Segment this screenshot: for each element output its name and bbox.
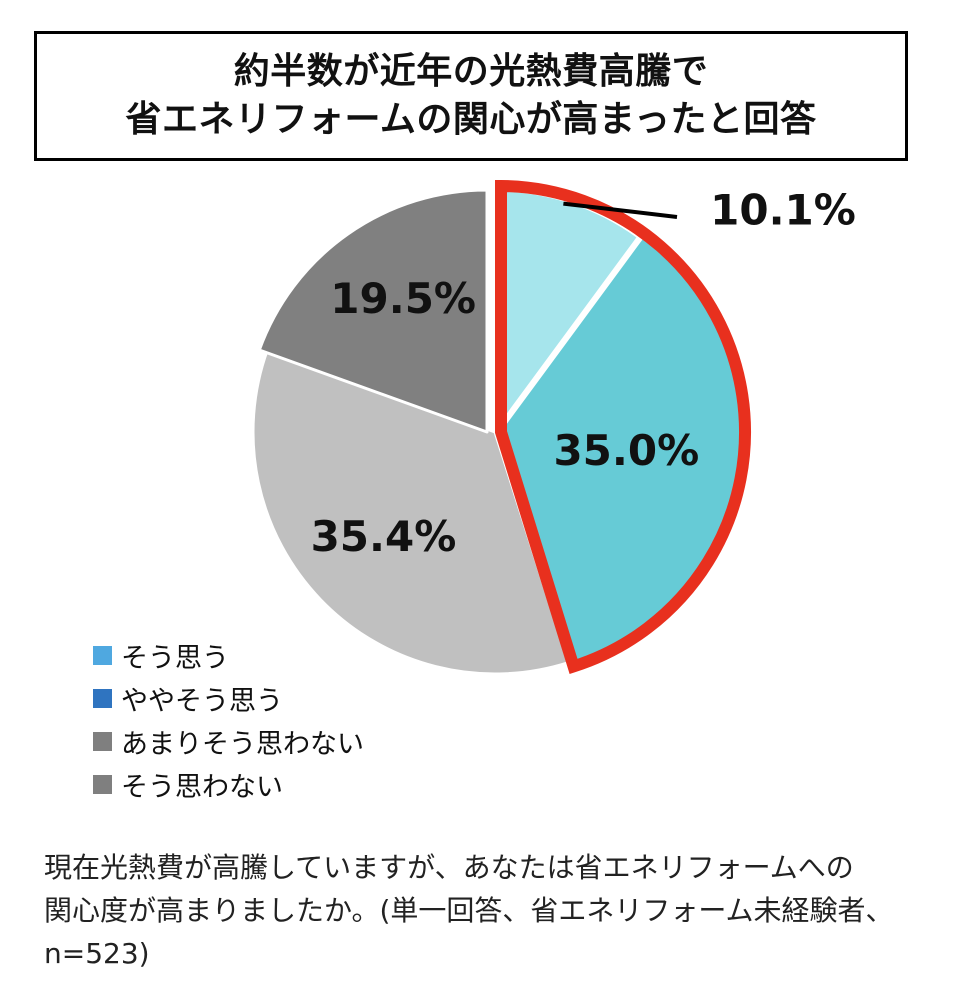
legend-item-somewhat-disagree: あまりそう思わない — [93, 720, 364, 763]
legend-item-disagree: そう思わない — [93, 763, 364, 806]
legend-swatch — [93, 775, 112, 794]
data-label-disagree: 19.5% — [330, 274, 476, 323]
footnote-line-1: 現在光熱費が高騰していますが、あなたは省エネリフォームへの — [44, 851, 854, 884]
footnote-line-3: n=523) — [44, 937, 150, 970]
data-label-strongly-agree: 10.1% — [710, 186, 856, 235]
legend-label: そう思わない — [121, 772, 283, 803]
survey-footnote: 現在光熱費が高騰していますが、あなたは省エネリフォームへの 関心度が高まりました… — [44, 846, 944, 975]
legend-item-strongly-agree: そう思う — [93, 634, 364, 677]
legend-label: そう思う — [121, 643, 229, 674]
data-label-somewhat-disagree: 35.4% — [311, 512, 457, 561]
legend-swatch — [93, 732, 112, 751]
legend: そう思う ややそう思う あまりそう思わない そう思わない — [93, 634, 364, 806]
legend-label: ややそう思う — [121, 686, 283, 717]
legend-label: あまりそう思わない — [121, 729, 364, 760]
chart-title-line-1: 約半数が近年の光熱費高騰で — [233, 51, 709, 92]
legend-swatch — [93, 689, 112, 708]
chart-title-line-2: 省エネリフォームの関心が高まったと回答 — [125, 99, 817, 140]
leader-line — [563, 201, 678, 219]
footnote-line-2: 関心度が高まりましたか。(単一回答、省エネリフォーム未経験者、 — [44, 894, 894, 927]
legend-item-somewhat-agree: ややそう思う — [93, 677, 364, 720]
pie-slice-somewhat-disagree — [251, 348, 570, 676]
data-label-somewhat-agree: 35.0% — [553, 426, 699, 475]
chart-title-box: 約半数が近年の光熱費高騰で 省エネリフォームの関心が高まったと回答 — [34, 31, 908, 161]
pie-slice-disagree — [257, 188, 489, 434]
legend-swatch — [93, 646, 112, 665]
